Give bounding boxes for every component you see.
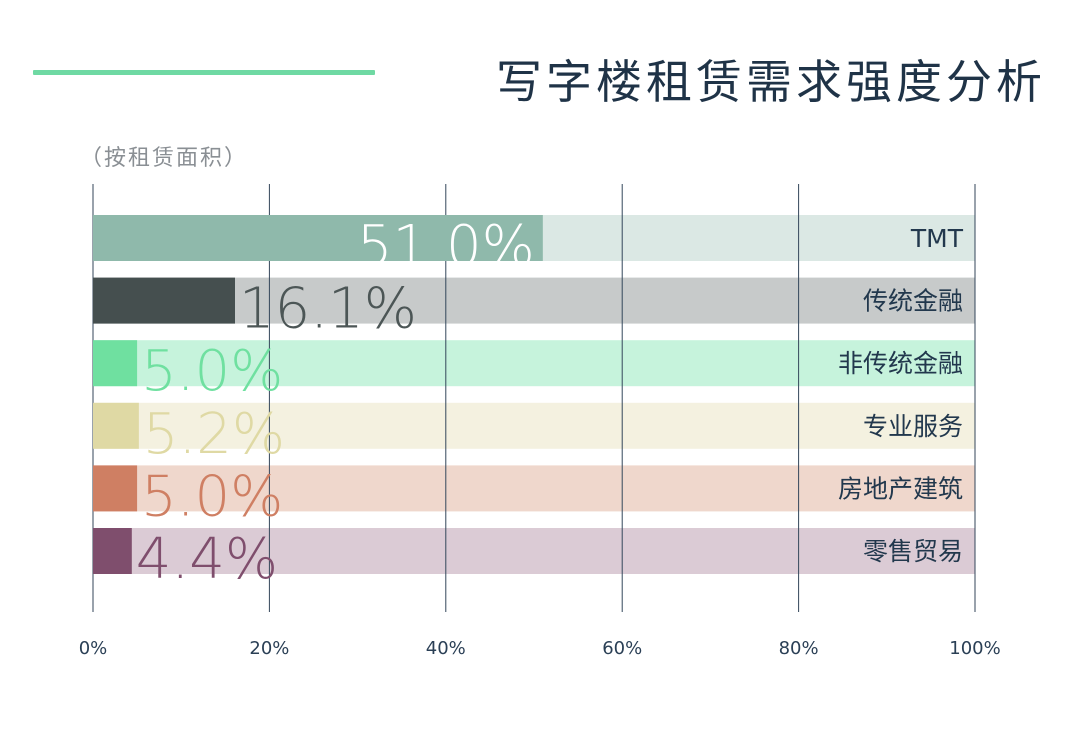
bar-track bbox=[93, 465, 975, 512]
bar-track bbox=[93, 528, 975, 574]
value-label: 5.2% bbox=[143, 402, 285, 467]
bar-track bbox=[93, 402, 975, 449]
x-tick-label: 80% bbox=[779, 638, 819, 659]
x-tick-label: 60% bbox=[602, 638, 642, 659]
bar bbox=[93, 465, 138, 512]
bar bbox=[93, 528, 132, 574]
x-tick-label: 20% bbox=[249, 638, 289, 659]
value-label: 5.0% bbox=[141, 464, 283, 529]
x-tick-label: 100% bbox=[949, 638, 1000, 659]
bar bbox=[93, 215, 543, 261]
chart-title: 写字楼租赁需求强度分析 bbox=[496, 55, 1046, 109]
value-label: 51.0% bbox=[357, 214, 535, 279]
value-label: 4.4% bbox=[136, 527, 278, 592]
category-label: 非传统金融 bbox=[838, 349, 963, 378]
value-label: 5.0% bbox=[141, 339, 283, 404]
title-accent-line bbox=[33, 70, 375, 75]
bar bbox=[93, 277, 236, 324]
category-label: 专业服务 bbox=[863, 412, 963, 441]
category-label: TMT bbox=[910, 224, 964, 253]
x-tick-label: 40% bbox=[426, 638, 466, 659]
category-label: 传统金融 bbox=[863, 287, 963, 316]
bar bbox=[93, 402, 139, 449]
x-tick-label: 0% bbox=[79, 638, 108, 659]
value-label: 16.1% bbox=[239, 277, 417, 342]
bar-track bbox=[93, 277, 975, 324]
category-label: 零售贸易 bbox=[863, 537, 963, 566]
chart-subtitle: （按租赁面积） bbox=[80, 146, 249, 171]
category-label: 房地产建筑 bbox=[838, 474, 963, 503]
bar-track bbox=[93, 340, 975, 387]
bar bbox=[93, 340, 138, 387]
